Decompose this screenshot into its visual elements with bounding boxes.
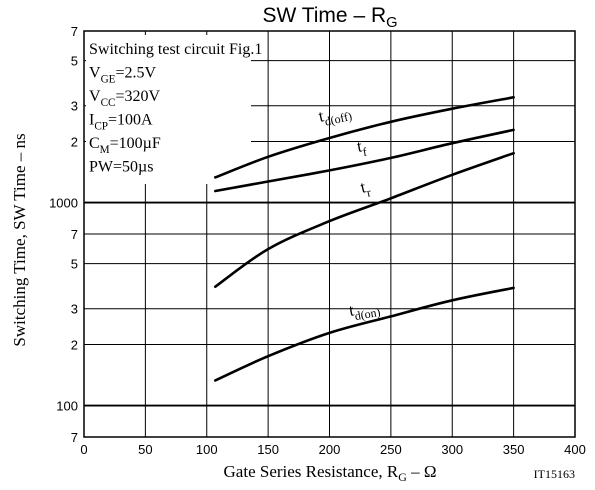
series-line-t-r	[214, 151, 515, 288]
series-line-t-f	[214, 128, 515, 193]
series-line-t-d(on)	[214, 286, 515, 382]
y-tick-label: 3	[71, 302, 78, 317]
y-tick-label: 3	[71, 99, 78, 114]
annotation-line: Switching test circuit Fig.1	[89, 41, 262, 58]
annotation-line: VCC=320V	[89, 88, 161, 109]
y-tick-label: 7	[71, 430, 78, 445]
y-tick-label: 1000	[49, 196, 78, 211]
annotation-line: VGE=2.5V	[89, 65, 157, 86]
x-axis-label: Gate Series Resistance, RG – Ω	[224, 462, 437, 484]
figure-code: IT15163	[534, 467, 575, 481]
chart-title: SW Time – RG	[262, 4, 397, 31]
series-label-t-d(off): td(off)	[317, 100, 354, 130]
y-tick-label: 5	[71, 257, 78, 272]
curves: td(off)tf tr td(on)	[214, 96, 515, 382]
y-tick-label: 7	[71, 227, 78, 242]
annotation-background	[86, 35, 251, 184]
x-tick-label: 200	[319, 442, 341, 457]
y-tick-label: 7	[71, 24, 78, 39]
x-tick-label: 400	[564, 442, 586, 457]
x-tick-label: 0	[80, 442, 87, 457]
x-tick-label: 300	[441, 442, 463, 457]
annotation-line: CM=100µF	[89, 135, 161, 156]
tick-labels: 0 50 100 150 200 250 300 350 400 7 100 2 3 5 7 1000 2 3 5 7	[49, 24, 586, 457]
series-label-t-f: tf	[355, 136, 368, 160]
annotation-line: ICP=100A	[89, 112, 153, 133]
plot-frame	[83, 30, 576, 438]
y-tick-label: 2	[71, 337, 78, 352]
series-label-t-d(on): td(on)	[347, 296, 381, 324]
y-tick-label: 100	[56, 399, 78, 414]
test-conditions-box: Switching test circuit Fig.1 VGE=2.5VVCC=…	[86, 35, 262, 184]
y-axis-label: Switching Time, SW Time – ns	[10, 133, 29, 346]
x-tick-label: 50	[138, 442, 152, 457]
x-tick-label: 100	[196, 442, 218, 457]
series-line-t-d(off)	[214, 96, 515, 179]
x-tick-label: 350	[503, 442, 525, 457]
y-tick-label: 5	[71, 54, 78, 69]
series-label-t-r: tr	[358, 176, 372, 200]
annotation-line: PW=50µs	[89, 159, 153, 176]
x-tick-label: 150	[257, 442, 279, 457]
y-tick-label: 2	[71, 134, 78, 149]
grid-lines	[83, 30, 576, 438]
x-tick-label: 250	[380, 442, 402, 457]
